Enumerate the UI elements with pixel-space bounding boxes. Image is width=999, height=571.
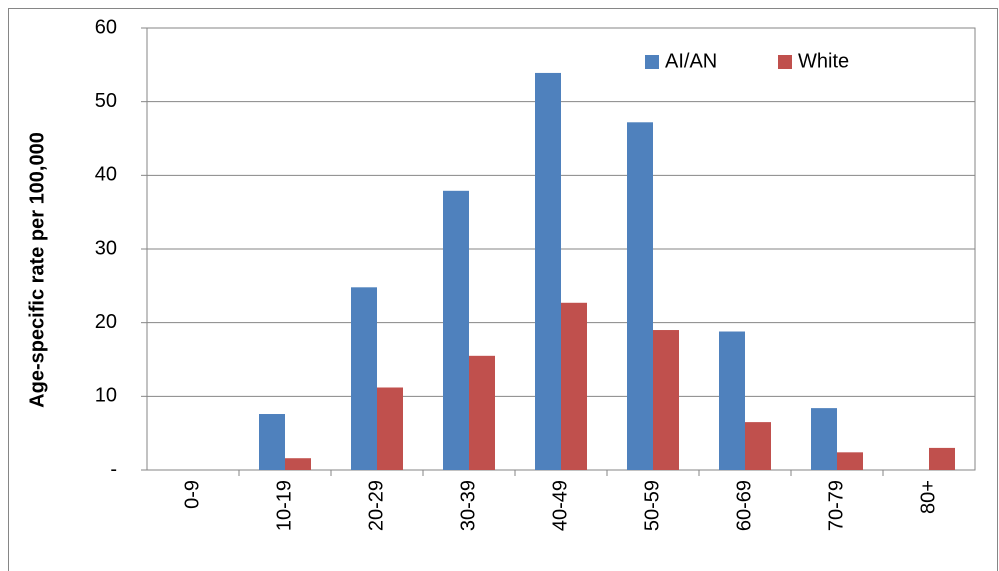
- bar: [719, 331, 745, 470]
- y-tick-label: 50: [95, 90, 117, 112]
- y-tick-label: 10: [95, 385, 117, 407]
- x-tick-label: 10-19: [273, 480, 295, 531]
- legend-swatch: [778, 55, 792, 69]
- bar: [837, 452, 863, 470]
- bar: [745, 422, 771, 470]
- chart-frame: [8, 8, 998, 571]
- y-tick-label: 20: [95, 311, 117, 333]
- y-axis-label: Age-specific rate per 100,000: [26, 132, 48, 408]
- bar: [811, 408, 837, 470]
- bar: [627, 122, 653, 470]
- x-tick-label: 40-49: [549, 480, 571, 531]
- x-tick-label: 50-59: [641, 480, 663, 531]
- x-tick-label: 80+: [917, 480, 939, 514]
- y-tick-label: 40: [95, 164, 117, 186]
- bar: [929, 447, 955, 470]
- x-tick-label: 20-29: [365, 480, 387, 531]
- bar: [561, 302, 587, 470]
- y-tick-label: -: [110, 458, 117, 480]
- y-tick-label: 30: [95, 237, 117, 259]
- x-tick-label: 60-69: [733, 480, 755, 531]
- bar: [469, 355, 495, 470]
- legend-swatch: [645, 55, 659, 69]
- bar: [285, 458, 311, 470]
- bar: [443, 190, 469, 470]
- x-tick-label: 70-79: [825, 480, 847, 531]
- legend-label: White: [798, 50, 849, 72]
- bar: [653, 330, 679, 470]
- bar: [351, 287, 377, 470]
- y-tick-label: 60: [95, 16, 117, 38]
- x-tick-label: 0-9: [181, 480, 203, 509]
- bar: [259, 414, 285, 470]
- legend-label: AI/AN: [665, 50, 717, 72]
- x-tick-label: 30-39: [457, 480, 479, 531]
- bar: [535, 72, 561, 470]
- bar: [377, 387, 403, 470]
